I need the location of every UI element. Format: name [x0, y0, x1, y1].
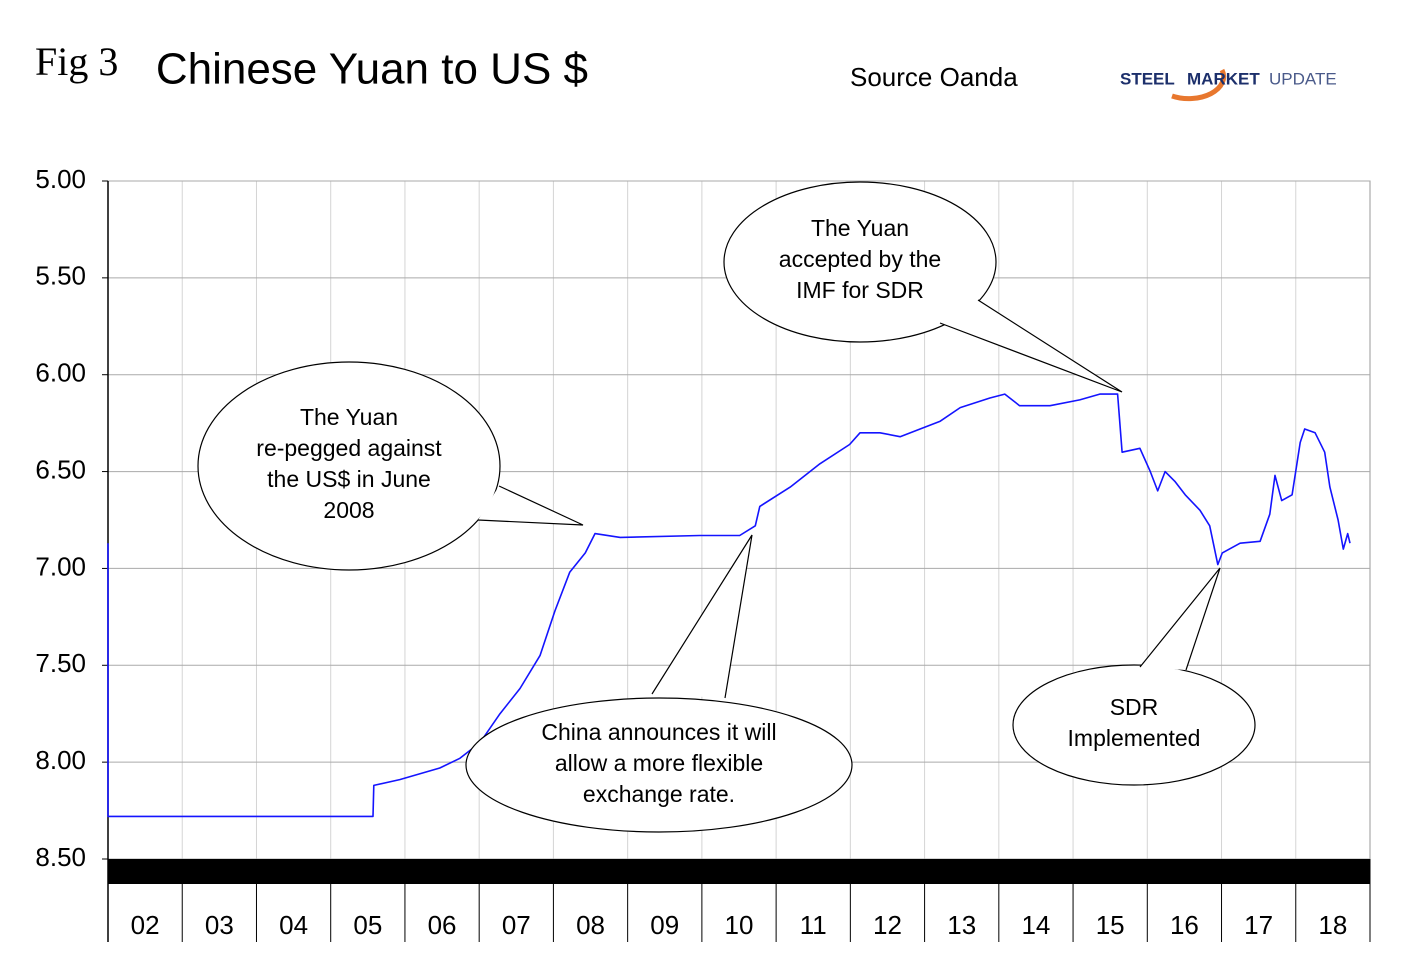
x-tick-label: 14 [1021, 910, 1050, 940]
x-tick-label: 17 [1244, 910, 1273, 940]
x-tick-label: 11 [800, 910, 827, 940]
x-tick-label: 18 [1318, 910, 1347, 940]
logo-swoosh [1171, 68, 1227, 102]
callout-text: The Yuan [300, 404, 398, 430]
callout-text: IMF for SDR [796, 277, 924, 303]
callout-bubble [197, 361, 501, 571]
callout-tail-edge [651, 534, 753, 699]
y-tick-label: 5.50 [35, 261, 86, 291]
x-tick-label: 05 [353, 910, 382, 940]
callout-text: re-pegged against [256, 435, 442, 461]
callout-text: China announces it will [541, 719, 776, 745]
axis-band [108, 859, 1370, 884]
logo-word: UPDATE [1269, 69, 1337, 88]
callout-text: Implemented [1068, 725, 1201, 751]
x-tick-label: 03 [205, 910, 234, 940]
callout-tail-edge [939, 299, 1123, 393]
callout: The Yuan accepted by the IMF for SDR [723, 181, 1123, 393]
callout-text: The Yuan [811, 215, 909, 241]
y-tick-label: 8.50 [35, 842, 86, 872]
x-tick-label: 07 [502, 910, 531, 940]
x-tick-label: 10 [725, 910, 754, 940]
callout-text: accepted by the [779, 246, 941, 272]
logo: STEEL MARKET UPDATE [1120, 68, 1337, 102]
x-tick-label: 15 [1096, 910, 1125, 940]
x-tick-label: 08 [576, 910, 605, 940]
callout-bubble [723, 181, 997, 343]
chart-title: Chinese Yuan to US $ [156, 45, 588, 94]
callout-bubble [1012, 664, 1256, 786]
logo-word: STEEL [1120, 69, 1175, 88]
callout-text: allow a more flexible [555, 750, 763, 776]
y-tick-label: 7.00 [35, 551, 86, 581]
callout-tail [940, 300, 1122, 392]
x-tick-label: 06 [428, 910, 457, 940]
x-tick-label: 16 [1170, 910, 1199, 940]
callout-tail-edge [1139, 567, 1221, 671]
x-tick-label: 09 [650, 910, 679, 940]
callout-tail-edge [477, 485, 584, 526]
chart-subtitle: Source Oanda [850, 62, 1018, 92]
callout: SDR Implemented [1012, 567, 1256, 786]
y-tick-label: 7.50 [35, 648, 86, 678]
callout-bubble [465, 697, 853, 833]
callout: The Yuan re-pegged against the US$ in June… [197, 361, 584, 571]
x-tick-label: 12 [873, 910, 902, 940]
data-line [107, 393, 1351, 818]
figure-label: Fig 3 [35, 39, 118, 84]
x-tick-label: 04 [279, 910, 308, 940]
y-tick-label: 5.00 [35, 164, 86, 194]
logo-word: MARKET [1187, 69, 1260, 88]
y-tick-label: 8.00 [35, 745, 86, 775]
x-tick-label: 02 [131, 910, 160, 940]
y-tick-label: 6.50 [35, 454, 86, 484]
callout: China announces it will allow a more flex… [465, 534, 853, 833]
x-tick-label: 13 [947, 910, 976, 940]
y-tick-label: 6.00 [35, 358, 86, 388]
callout-tail [478, 486, 583, 525]
callout-text: 2008 [323, 497, 374, 523]
callout-text: exchange rate. [583, 781, 735, 807]
callout-text: SDR [1110, 694, 1159, 720]
callout-text: the US$ in June [267, 466, 431, 492]
